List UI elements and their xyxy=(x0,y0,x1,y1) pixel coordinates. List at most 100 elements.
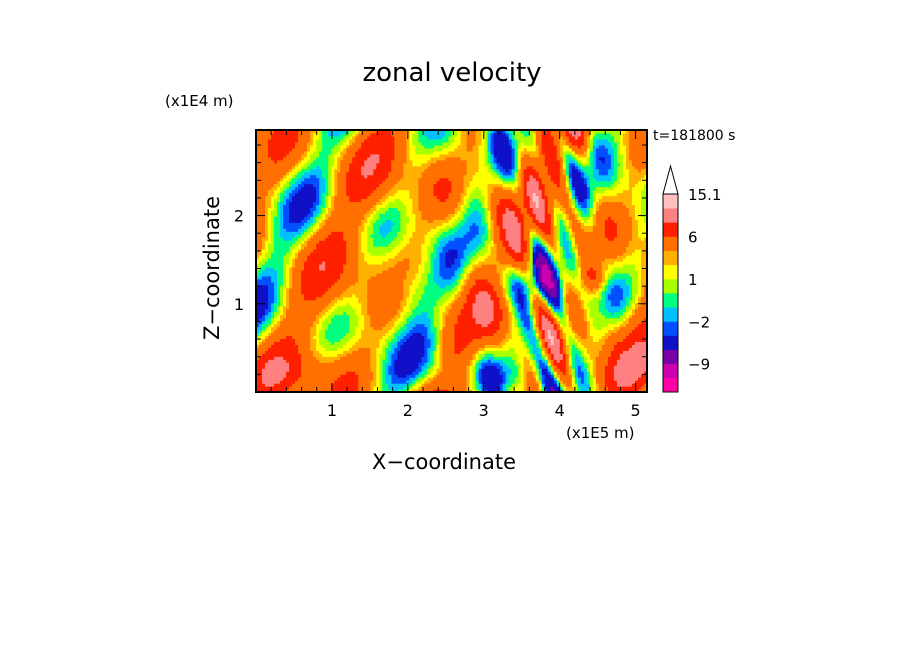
contour-cell xyxy=(268,186,272,191)
contour-cell xyxy=(361,243,365,247)
contour-cell xyxy=(271,350,275,354)
contour-cell xyxy=(343,228,347,232)
contour-cell xyxy=(271,168,275,173)
contour-cell xyxy=(310,186,314,191)
contour-cell xyxy=(307,278,311,283)
contour-cell xyxy=(265,234,269,238)
contour-cell xyxy=(265,225,269,229)
contour-cell xyxy=(349,255,353,259)
contour-cell xyxy=(319,258,323,262)
contour-cell xyxy=(292,225,296,229)
contour-cell xyxy=(343,204,347,209)
contour-cell xyxy=(298,305,302,310)
contour-cell xyxy=(301,350,305,354)
contour-cell xyxy=(286,177,290,182)
contour-cell xyxy=(307,177,311,182)
contour-cell xyxy=(361,168,365,173)
contour-cell xyxy=(316,359,320,363)
contour-cell xyxy=(277,350,281,354)
contour-cell xyxy=(271,353,275,357)
contour-cell xyxy=(307,383,311,387)
contour-cell xyxy=(277,305,281,310)
contour-cell xyxy=(265,350,269,354)
contour-cell xyxy=(313,135,317,140)
contour-cell xyxy=(298,147,302,152)
contour-cell xyxy=(280,356,284,360)
contour-cell xyxy=(331,344,335,348)
contour-cell xyxy=(355,130,359,134)
contour-cell xyxy=(346,204,350,209)
contour-cell xyxy=(349,207,353,211)
contour-cell xyxy=(364,344,368,348)
contour-cell xyxy=(331,293,335,298)
contour-cell xyxy=(280,228,284,232)
contour-cell xyxy=(346,338,350,342)
contour-cell xyxy=(271,389,275,392)
contour-cell xyxy=(346,329,350,334)
contour-cell xyxy=(316,353,320,357)
contour-cell xyxy=(358,356,362,360)
contour-cell xyxy=(289,332,293,337)
contour-cell xyxy=(283,198,287,203)
contour-cell xyxy=(352,278,356,283)
contour-cell xyxy=(361,263,365,268)
contour-cell xyxy=(322,261,326,265)
contour-cell xyxy=(340,341,344,345)
contour-cell xyxy=(352,252,356,256)
contour-cell xyxy=(259,147,263,152)
contour-cell xyxy=(361,159,365,164)
contour-cell xyxy=(343,344,347,348)
contour-cell xyxy=(286,249,290,253)
contour-cell xyxy=(307,296,311,301)
contour-cell xyxy=(283,311,287,316)
contour-cell xyxy=(322,350,326,354)
contour-cell xyxy=(292,293,296,298)
contour-cell xyxy=(298,174,302,179)
contour-cell xyxy=(301,153,305,158)
contour-cell xyxy=(295,287,299,292)
contour-cell xyxy=(346,147,350,152)
contour-cell xyxy=(298,225,302,229)
contour-cell xyxy=(280,237,284,241)
contour-cell xyxy=(283,383,287,387)
contour-cell xyxy=(352,344,356,348)
contour-cell xyxy=(313,287,317,292)
contour-cell xyxy=(355,284,359,289)
contour-cell xyxy=(268,341,272,345)
contour-cell xyxy=(271,329,275,334)
contour-cell xyxy=(298,272,302,277)
contour-cell xyxy=(361,272,365,277)
contour-cell xyxy=(307,246,311,250)
contour-cell xyxy=(313,216,317,220)
contour-cell xyxy=(277,314,281,319)
contour-cell xyxy=(268,296,272,301)
contour-cell xyxy=(334,201,338,206)
contour-cell xyxy=(304,234,308,238)
contour-cell xyxy=(256,305,260,310)
contour-cell xyxy=(256,374,260,378)
contour-cell xyxy=(340,240,344,244)
contour-cell xyxy=(337,296,341,301)
contour-cell xyxy=(334,228,338,232)
contour-cell xyxy=(274,228,278,232)
contour-cell xyxy=(316,252,320,256)
contour-cell xyxy=(262,231,266,235)
contour-cell xyxy=(277,177,281,182)
contour-cell xyxy=(331,371,335,375)
contour-cell xyxy=(322,219,326,223)
contour-cell xyxy=(319,317,323,322)
contour-cell xyxy=(298,216,302,220)
contour-cell xyxy=(313,156,317,161)
contour-cell xyxy=(364,362,368,366)
contour-cell xyxy=(289,213,293,217)
contour-cell xyxy=(331,269,335,274)
contour-cell xyxy=(343,174,347,179)
contour-cell xyxy=(349,290,353,295)
contour-cell xyxy=(349,132,353,137)
contour-cell xyxy=(307,263,311,268)
contour-cell xyxy=(334,386,338,390)
contour-cell xyxy=(340,207,344,211)
contour-cell xyxy=(316,144,320,149)
contour-cell xyxy=(295,171,299,176)
contour-cell xyxy=(340,284,344,289)
